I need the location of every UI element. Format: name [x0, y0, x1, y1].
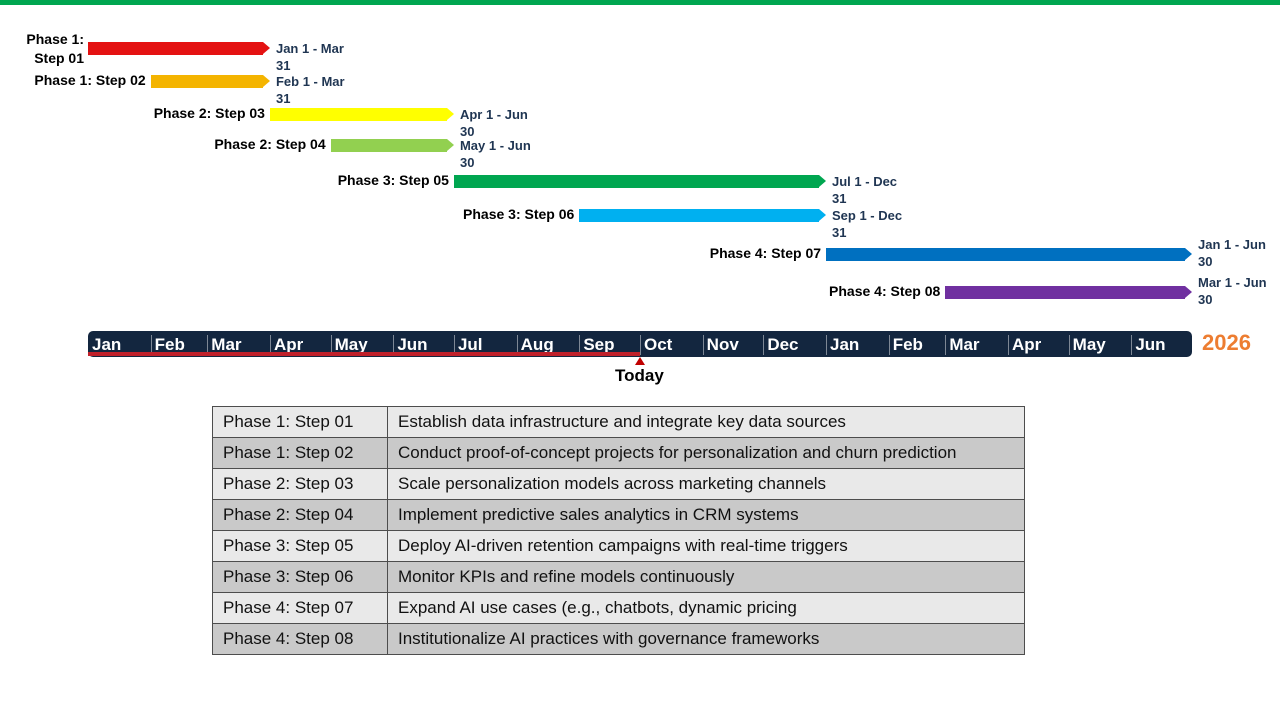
progress-line: [88, 352, 640, 356]
axis-month-label: May: [334, 335, 368, 354]
axis-month-label: Feb: [892, 335, 923, 354]
gantt-bar: [88, 41, 270, 55]
table-cell-step: Phase 2: Step 04: [212, 499, 388, 531]
today-label: Today: [615, 366, 664, 385]
step-description-table: Phase 1: Step 01 Establish data infrastru…: [212, 406, 1025, 655]
axis-separator: [453, 335, 455, 355]
date-range-label: May 1 - Jun 30: [459, 138, 531, 170]
bar-arrow-icon: [819, 208, 826, 221]
bar-arrow-icon: [446, 107, 454, 120]
axis-month-label: Jul: [457, 335, 483, 354]
axis-month-label: Aug: [520, 335, 554, 354]
axis-month-label: Feb: [154, 335, 185, 354]
table-cell-step: Phase 3: Step 05: [212, 530, 388, 562]
gantt-bar: [269, 107, 454, 121]
axis-separator: [269, 335, 271, 355]
table-cell-description: Establish data infrastructure and integr…: [387, 406, 1025, 438]
axis-month-label: Jan: [92, 335, 122, 354]
table-row: Phase 1: Step 01 Establish data infrastru…: [212, 406, 1025, 438]
task-label: Phase 3: Step 06: [463, 206, 575, 222]
top-accent-bar: [0, 0, 1280, 5]
axis-month-label: Jan: [830, 335, 860, 354]
gantt-bar: [150, 74, 270, 88]
bar-arrow-icon: [446, 138, 454, 151]
table-row: Phase 3: Step 06 Monitor KPIs and refine …: [212, 561, 1025, 593]
axis-separator: [516, 335, 518, 355]
axis-separator: [330, 335, 332, 355]
axis-separator: [763, 335, 765, 355]
axis-month-label: Apr: [273, 335, 304, 354]
date-range-label: Sep 1 - Dec 31: [832, 208, 903, 240]
date-range-label: Jul 1 - Dec 31: [832, 174, 898, 206]
axis-separator: [579, 335, 581, 355]
table-cell-step: Phase 3: Step 06: [212, 561, 388, 593]
axis-separator: [1068, 335, 1070, 355]
task-label: Phase 3: Step 05: [337, 172, 449, 188]
gantt-bar: [453, 174, 826, 188]
axis-separator: [945, 335, 947, 355]
table-row: Phase 2: Step 04 Implement predictive sal…: [212, 499, 1025, 531]
bar-arrow-icon: [1184, 285, 1192, 298]
axis-month-label: Mar: [211, 335, 242, 354]
bar-arrow-icon: [262, 41, 270, 54]
table-cell-description: Deploy AI-driven retention campaigns wit…: [387, 530, 1025, 562]
table-cell-step: Phase 4: Step 08: [212, 623, 388, 655]
table-cell-step: Phase 4: Step 07: [212, 592, 388, 624]
axis-separator: [393, 335, 395, 355]
table-cell-description: Scale personalization models across mark…: [387, 468, 1025, 500]
axis-month-label: Apr: [1012, 335, 1042, 354]
axis-separator: [207, 335, 209, 355]
axis-separator: [150, 335, 152, 355]
today-marker-icon: [635, 357, 645, 365]
axis-separator: [640, 335, 641, 355]
bar-arrow-icon: [1184, 247, 1192, 260]
timeline-axis: Jan Feb Mar Apr May Jun Jul Aug Sep Oct Nov Dec Jan F…: [88, 331, 1192, 357]
gantt-bar: [330, 138, 454, 152]
date-range-label: Feb 1 - Mar 31: [275, 74, 345, 106]
table-cell-step: Phase 1: Step 01: [212, 406, 388, 438]
table-cell-description: Implement predictive sales analytics in …: [387, 499, 1025, 531]
axis-month-label: Jun: [1135, 335, 1166, 354]
axis-month-label: Dec: [767, 335, 799, 354]
gantt-bar: [826, 247, 1192, 261]
axis-separator: [888, 335, 890, 355]
task-label: Phase 4: Step 07: [709, 245, 822, 261]
table-cell-description: Institutionalize AI practices with gover…: [387, 623, 1025, 655]
table-cell-step: Phase 1: Step 02: [212, 437, 388, 469]
axis-month-label: Oct: [644, 335, 673, 354]
table-cell-description: Monitor KPIs and refine models continuou…: [387, 561, 1025, 593]
bar-arrow-icon: [819, 174, 826, 187]
gantt-bar: [945, 285, 1192, 299]
table-cell-description: Conduct proof-of-concept projects for pe…: [387, 437, 1025, 469]
date-range-label: Jan 1 - Jun 30: [1198, 237, 1266, 269]
axis-month-label: Mar: [949, 335, 980, 354]
table-row: Phase 3: Step 05 Deploy AI-driven retenti…: [212, 530, 1025, 562]
axis-month-label: Sep: [583, 335, 615, 354]
axis-month-label: May: [1072, 335, 1106, 354]
table-row: Phase 1: Step 02 Conduct proof-of-concept…: [212, 437, 1025, 469]
bar-arrow-icon: [262, 74, 270, 87]
axis-separator: [1131, 335, 1133, 355]
date-range-label: Apr 1 - Jun 30: [459, 107, 528, 139]
task-label: Phase 2: Step 04: [214, 136, 326, 152]
year-label: 2026: [1202, 330, 1251, 355]
axis-month-label: Jun: [397, 335, 428, 354]
gantt-bar: [579, 208, 826, 222]
axis-separator: [702, 335, 704, 355]
axis-month-label: Nov: [706, 335, 739, 354]
task-label: Phase 1: Step 01: [26, 31, 84, 66]
table-cell-description: Expand AI use cases (e.g., chatbots, dyn…: [387, 592, 1025, 624]
date-range-label: Jan 1 - Mar 31: [275, 41, 344, 73]
date-range-label: Mar 1 - Jun 30: [1198, 275, 1267, 307]
task-label: Phase 2: Step 03: [153, 105, 265, 121]
table-cell-step: Phase 2: Step 03: [212, 468, 388, 500]
axis-separator: [826, 335, 828, 355]
table-row: Phase 4: Step 07 Expand AI use cases (e.g…: [212, 592, 1025, 624]
task-label: Phase 1: Step 02: [34, 72, 146, 88]
task-label: Phase 4: Step 08: [829, 283, 941, 299]
table-row: Phase 2: Step 03 Scale personalization mo…: [212, 468, 1025, 500]
table-row: Phase 4: Step 08 Institutionalize AI prac…: [212, 623, 1025, 655]
axis-separator: [1008, 335, 1009, 355]
